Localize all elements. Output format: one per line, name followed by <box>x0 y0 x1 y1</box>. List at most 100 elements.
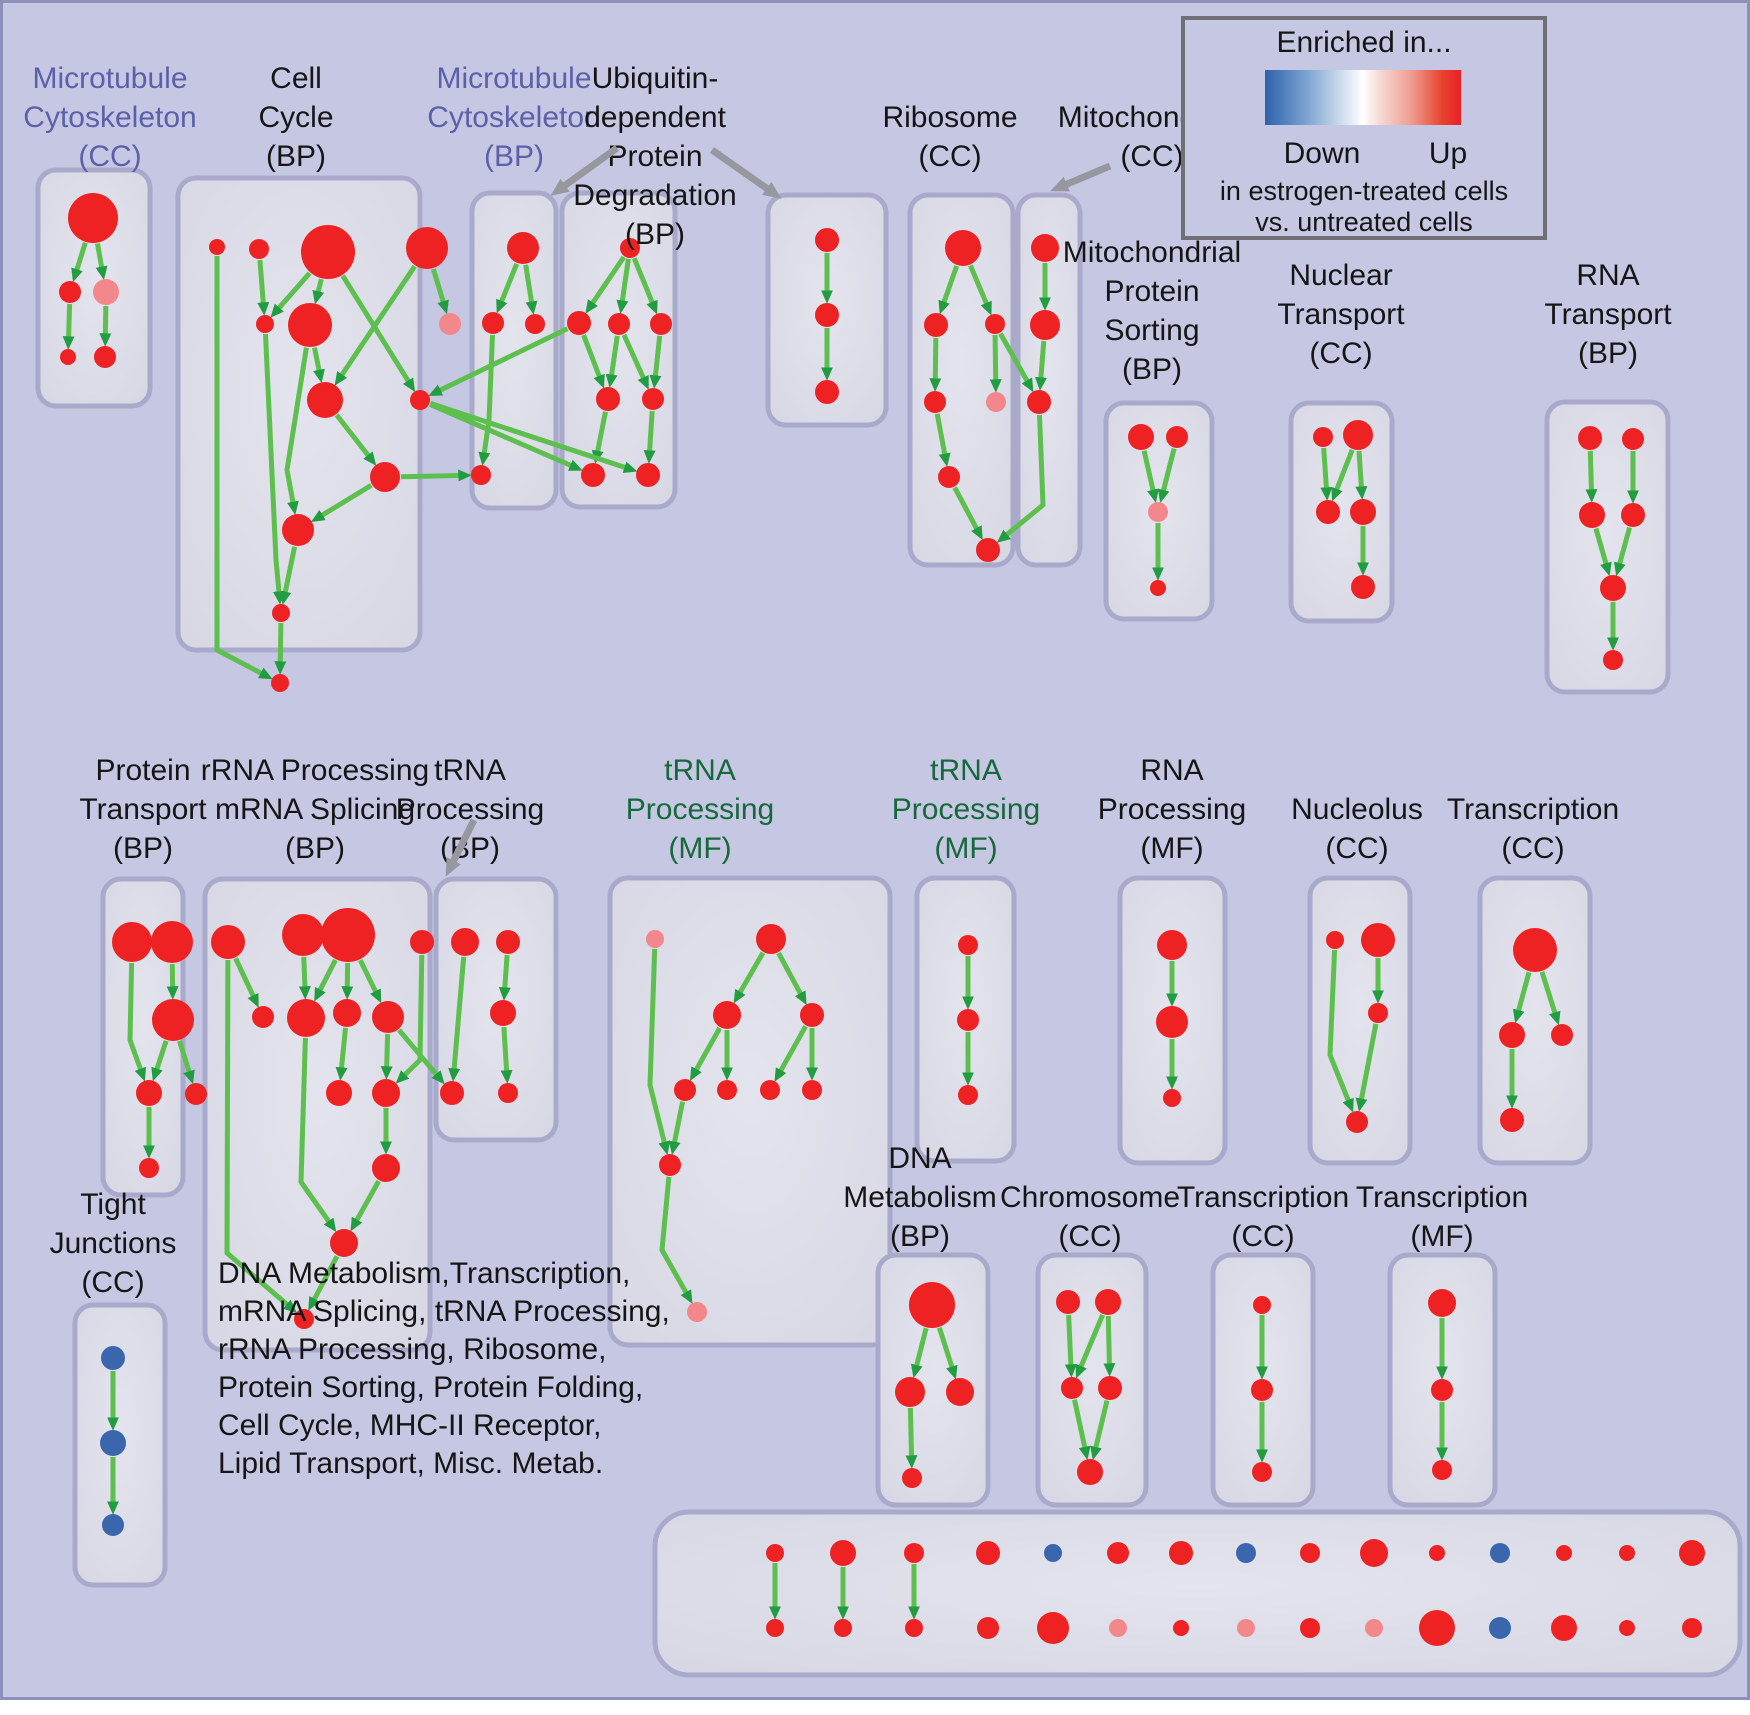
legend-subtitle-line1: in estrogen-treated cells <box>1220 176 1508 206</box>
go-term-node-red <box>287 999 325 1037</box>
go-term-node-red <box>1061 1377 1083 1399</box>
go-term-node-red <box>406 227 448 269</box>
cluster-label-transcription-cc-mid: Transcription <box>1447 793 1619 826</box>
go-term-node-red <box>581 463 605 487</box>
go-term-node-red <box>1603 650 1623 670</box>
go-term-node-pink <box>1365 1619 1383 1637</box>
graph-edge <box>934 413 951 467</box>
cluster-label-microtubule-cytoskeleton-cc: Microtubule <box>32 62 187 95</box>
go-term-node-red <box>650 313 672 335</box>
go-term-node-red <box>1513 928 1557 972</box>
go-term-node-red <box>905 1619 923 1637</box>
go-term-node-red <box>451 928 479 956</box>
go-term-node-red <box>372 1001 404 1033</box>
go-term-node-red <box>895 1377 925 1407</box>
go-term-node-blue <box>100 1430 126 1456</box>
graph-edge <box>643 410 656 464</box>
go-term-node-red <box>209 239 225 255</box>
cluster-box-ribosome-cc <box>907 192 1016 568</box>
merged-clusters-note-line: rRNA Processing, Ribosome, <box>218 1333 606 1366</box>
graph-edge <box>279 546 298 605</box>
cluster-box-trna-processing-mf-large <box>607 875 893 1348</box>
graph-edge <box>591 411 608 465</box>
graph-edge <box>274 622 287 675</box>
go-term-node-red <box>1030 310 1060 340</box>
graph-edge <box>395 954 425 1084</box>
go-term-node-red <box>1622 428 1644 450</box>
go-term-node-red <box>642 388 664 410</box>
go-term-node-red <box>1579 502 1605 528</box>
graph-edge <box>968 264 992 316</box>
graph-edge <box>1539 971 1561 1026</box>
graph-edge <box>776 951 807 1006</box>
go-term-node-red <box>1157 930 1187 960</box>
cluster-label-protein-transport-bp: (BP) <box>113 832 173 865</box>
legend-subtitle-line2: vs. untreated cells <box>1255 207 1473 237</box>
graph-edge <box>429 402 583 471</box>
cluster-label-mitochondrial-protein-sorting-bp: Protein <box>1104 275 1199 308</box>
cluster-label-chromosome-cc: Chromosome <box>1000 1181 1180 1214</box>
graph-edge <box>308 1255 340 1311</box>
go-term-node-red <box>1316 500 1340 524</box>
cluster-label-microtubule-cytoskeleton-cc: Cytoskeleton <box>23 101 196 134</box>
cluster-label-mitochondrion-cc: (CC) <box>1120 140 1183 173</box>
cluster-label-ubiquitin-dependent-protein-degradation-bp: (BP) <box>625 218 685 251</box>
cluster-box-transcription-cc-mid <box>1477 875 1593 1166</box>
merged-clusters-note-line: Lipid Transport, Misc. Metab. <box>218 1447 603 1480</box>
graph-edge <box>1585 450 1598 503</box>
cluster-label-trna-processing-mf-large: Processing <box>626 793 774 826</box>
go-term-node-red <box>152 999 194 1041</box>
graph-edge <box>127 962 146 1082</box>
go-term-node-red <box>945 230 981 266</box>
go-term-node-red <box>256 315 274 333</box>
go-term-node-red <box>766 1619 784 1637</box>
go-term-node-pink <box>986 392 1006 412</box>
cluster-label-ubiquitin-dependent-protein-degradation-bp: dependent <box>584 101 726 134</box>
go-term-node-blue <box>1489 1617 1511 1639</box>
go-term-node-red <box>1251 1379 1273 1401</box>
go-term-node-red <box>976 1541 1000 1565</box>
cluster-label-cell-cycle-bp: Cell <box>270 62 322 95</box>
cluster-label-chromosome-cc: (CC) <box>1058 1220 1121 1253</box>
go-term-node-red <box>410 390 430 410</box>
merged-clusters-note-line: Cell Cycle, MHC-II Receptor, <box>218 1409 601 1442</box>
go-term-node-red <box>1300 1543 1320 1563</box>
graph-edge <box>996 414 1046 543</box>
go-term-node-red <box>333 999 361 1027</box>
go-term-node-red <box>567 311 591 335</box>
go-term-node-red <box>1253 1296 1271 1314</box>
label-pointer-arrow <box>445 818 478 877</box>
cluster-box-cell-cycle-bp <box>175 175 423 653</box>
merged-clusters-note-line: mRNA Splicing, tRNA Processing, <box>218 1295 670 1328</box>
cluster-label-rna-transport-bp: (BP) <box>1578 337 1638 370</box>
graph-edge <box>581 334 605 389</box>
go-term-node-red <box>307 382 343 418</box>
go-term-node-blue <box>102 1514 124 1536</box>
graph-edge <box>649 335 663 389</box>
go-term-node-red <box>1169 1541 1193 1565</box>
graph-edge <box>270 271 312 318</box>
go-term-node-red <box>1150 580 1166 596</box>
graph-edge <box>224 959 297 1313</box>
graph-edge <box>905 1407 918 1469</box>
go-term-node-red <box>1361 923 1395 957</box>
graph-edge <box>998 332 1034 393</box>
go-term-node-red <box>659 1154 681 1176</box>
go-term-node-red <box>271 674 289 692</box>
graph-edge <box>496 262 520 314</box>
go-term-node-red <box>1368 1003 1388 1023</box>
graph-edge <box>431 268 449 315</box>
go-term-node-red <box>815 380 839 404</box>
go-term-node-red <box>1300 1618 1320 1638</box>
go-term-node-red <box>1619 1620 1635 1636</box>
legend-box <box>1181 16 1547 240</box>
go-term-node-red <box>1107 1542 1129 1564</box>
go-term-node-red <box>1313 427 1333 447</box>
cluster-box-misc-clusters-strip <box>652 1509 1743 1678</box>
go-term-node-red <box>321 908 375 962</box>
go-term-node-red <box>1682 1618 1702 1638</box>
graph-edge <box>621 333 649 390</box>
cluster-label-transcription-mf: Transcription <box>1356 1181 1528 1214</box>
labels-layer: Microtubule Cytoskeleton (CC) Cell Cycle (BP)… <box>23 62 1672 1480</box>
graph-edge <box>334 413 377 466</box>
